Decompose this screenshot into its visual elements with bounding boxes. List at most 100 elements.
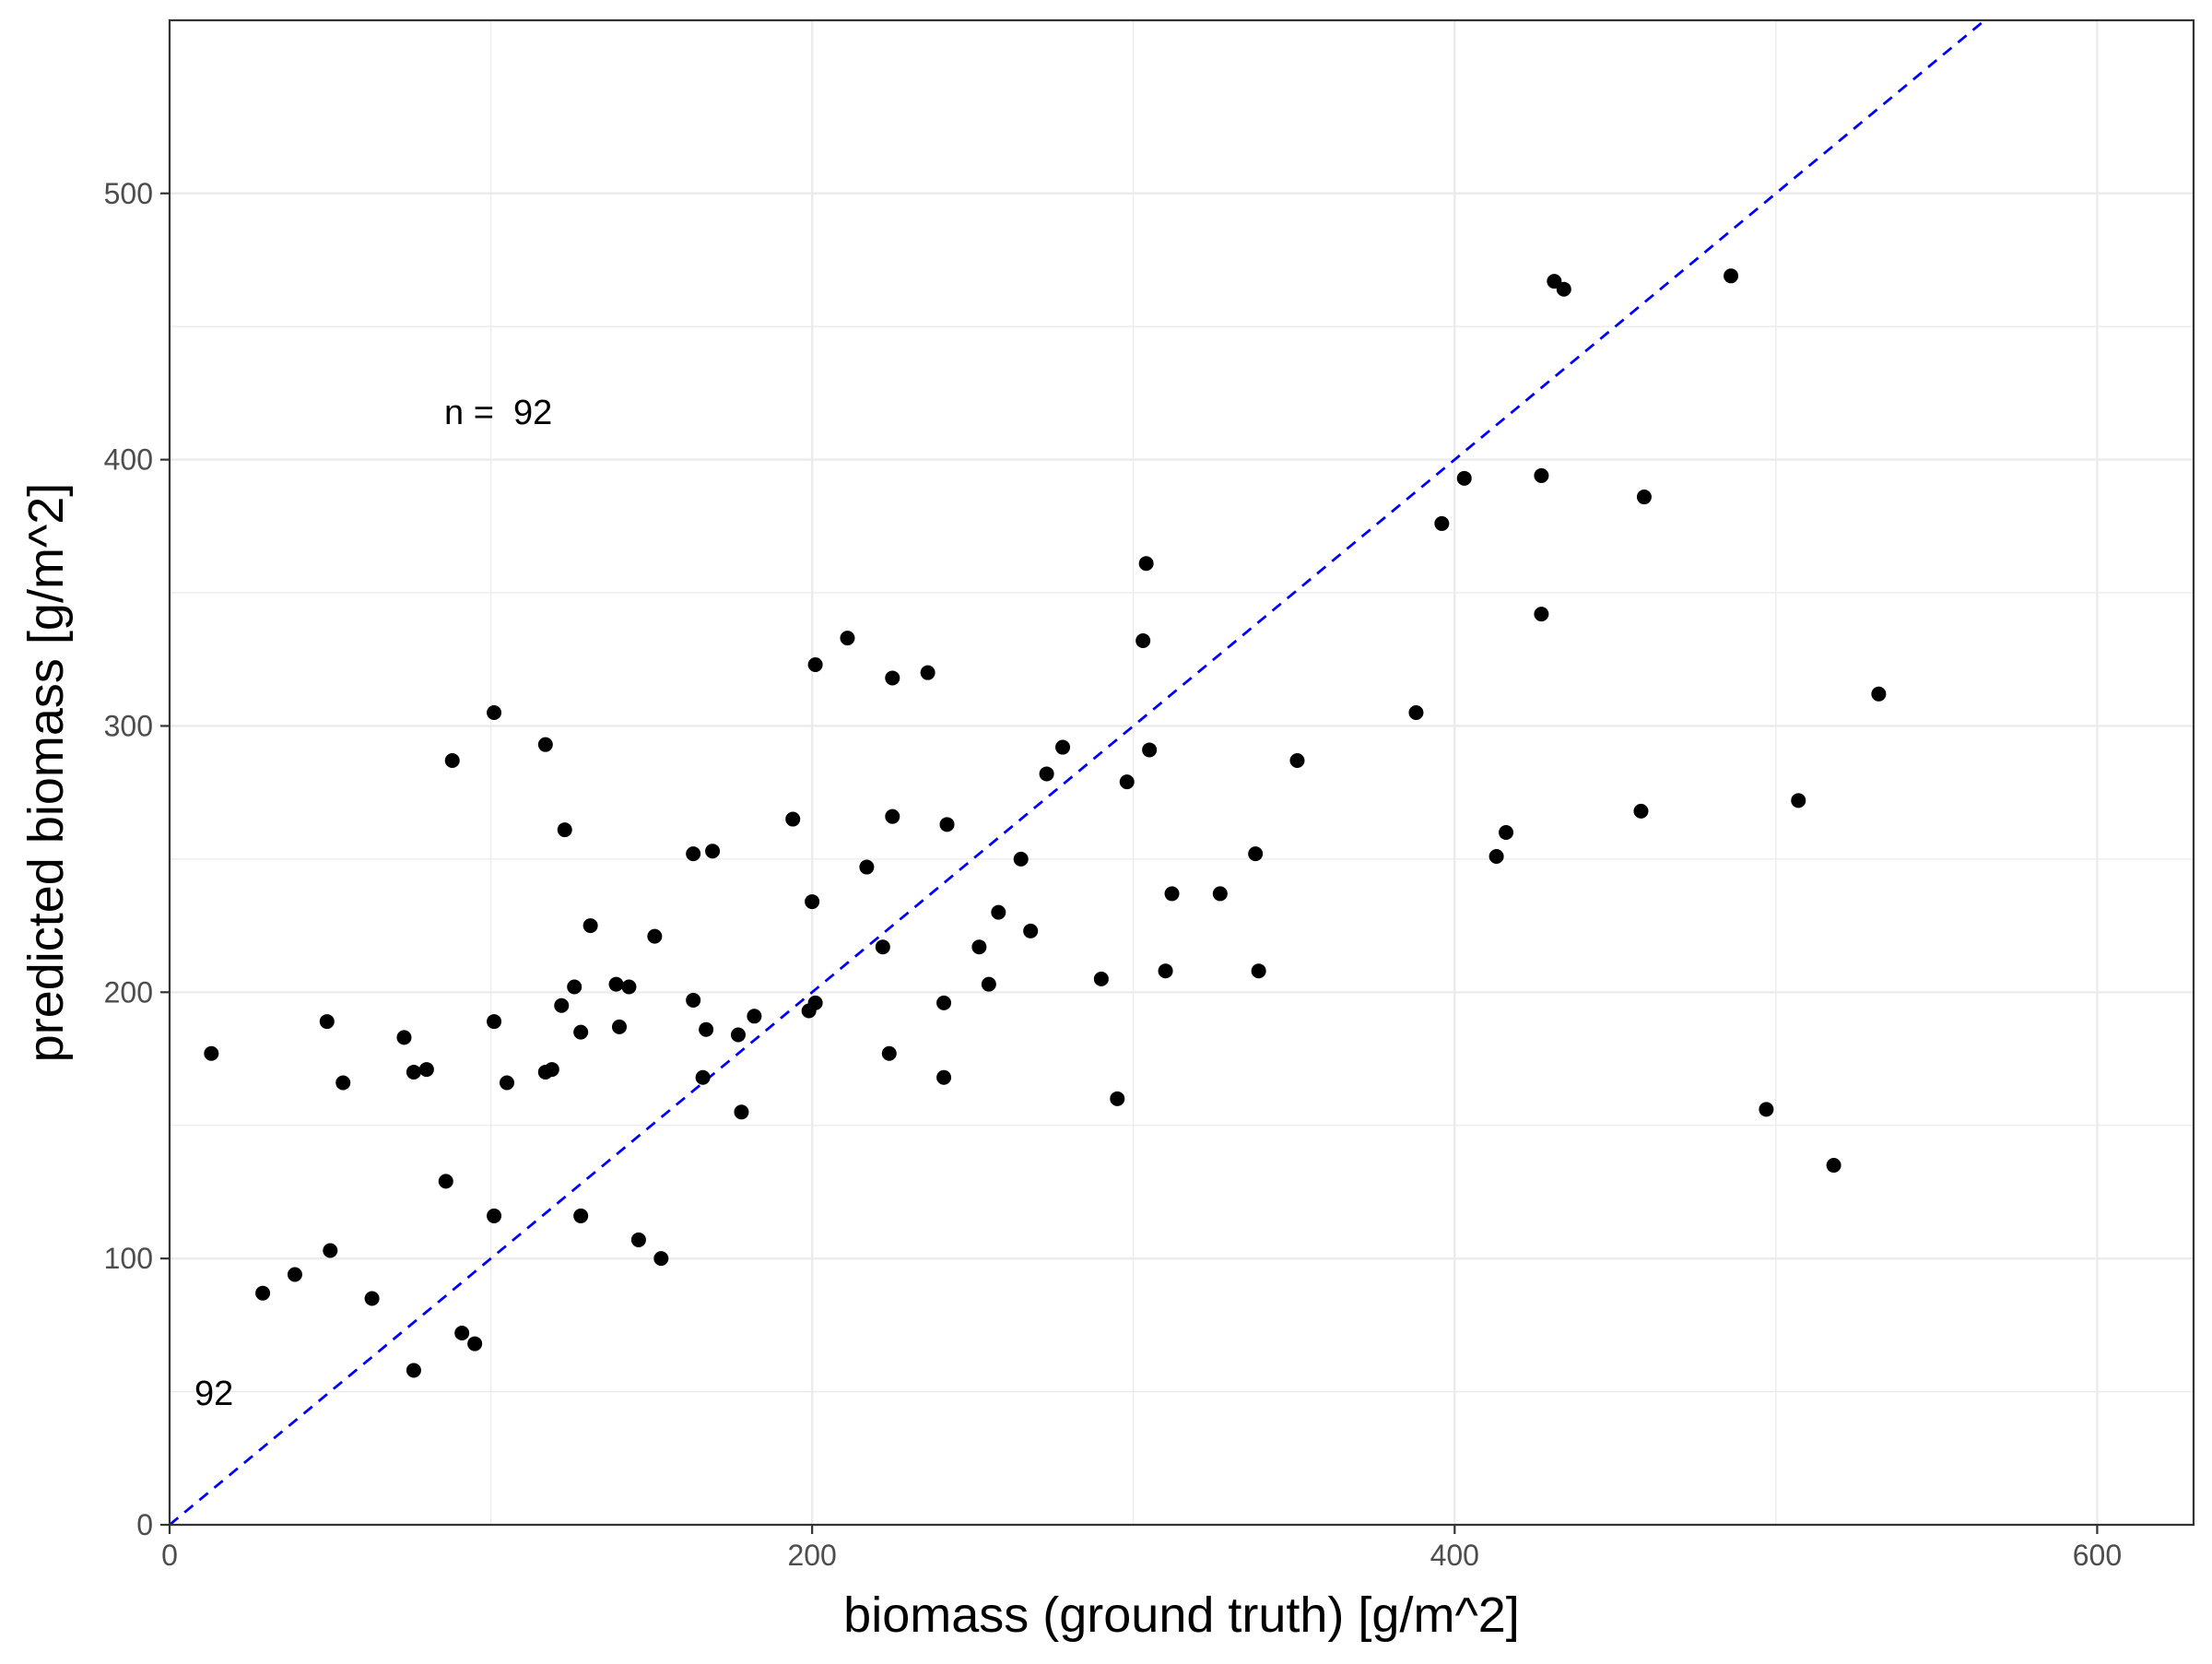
data-point — [1055, 739, 1071, 755]
data-point — [621, 979, 637, 995]
data-point — [537, 737, 553, 752]
y-tick-label: 0 — [136, 1508, 153, 1541]
data-point — [991, 904, 1006, 920]
data-point — [1724, 268, 1739, 284]
data-point — [686, 992, 701, 1008]
data-point — [255, 1285, 271, 1301]
data-point — [1093, 971, 1109, 986]
tick-labels-layer: 0 200 400 600 0 100 200 300 400 500 — [104, 177, 2123, 1572]
data-point — [1488, 848, 1504, 864]
data-point — [939, 817, 955, 832]
ticks-layer — [160, 192, 2099, 1534]
data-point — [730, 1027, 746, 1043]
data-point — [807, 657, 823, 673]
data-point — [1434, 515, 1450, 531]
data-point — [686, 846, 701, 862]
data-point — [406, 1064, 421, 1080]
data-point — [319, 1014, 335, 1030]
identity-reference-line — [169, 18, 1986, 1527]
data-point — [1119, 774, 1135, 790]
data-point — [1013, 851, 1029, 867]
y-tick-label: 400 — [104, 443, 153, 477]
data-point — [438, 1174, 453, 1189]
x-axis-title: biomass (ground truth) [g/m^2] — [843, 1587, 1520, 1643]
data-point — [1110, 1091, 1125, 1106]
data-point — [454, 1326, 470, 1341]
data-point — [1791, 793, 1806, 808]
data-point — [487, 705, 502, 721]
data-point — [323, 1243, 338, 1258]
data-point — [612, 1019, 627, 1034]
data-point — [418, 1062, 434, 1078]
data-point — [1534, 467, 1549, 483]
y-tick-label: 200 — [104, 975, 153, 1009]
data-point — [1759, 1102, 1774, 1117]
data-point — [1164, 886, 1180, 902]
x-tick-label: 600 — [2073, 1539, 2122, 1572]
data-point — [1023, 923, 1039, 938]
x-tick-label: 0 — [161, 1539, 178, 1572]
data-point — [1135, 633, 1151, 649]
data-point — [1158, 963, 1173, 979]
annotation-n-count: n = 92 — [444, 394, 552, 432]
x-tick-label: 200 — [787, 1539, 836, 1572]
y-tick-label: 100 — [104, 1242, 153, 1275]
data-point — [920, 665, 935, 680]
data-point — [647, 928, 663, 944]
data-point — [364, 1291, 380, 1306]
data-point — [1138, 556, 1154, 572]
data-point — [859, 859, 875, 875]
data-point — [573, 1208, 589, 1223]
data-point — [1871, 686, 1887, 702]
data-point — [396, 1030, 412, 1045]
data-point — [608, 976, 624, 992]
y-tick-label: 500 — [104, 177, 153, 210]
data-point — [567, 979, 582, 995]
x-tick-label: 400 — [1430, 1539, 1479, 1572]
data-point — [747, 1009, 762, 1024]
data-point — [1212, 886, 1228, 902]
data-point — [500, 1075, 514, 1091]
data-point — [1289, 753, 1305, 769]
data-point — [699, 1021, 714, 1037]
data-point — [1556, 281, 1571, 297]
data-point — [981, 976, 996, 992]
data-point — [734, 1104, 749, 1120]
data-point — [406, 1363, 421, 1378]
panel-border — [168, 18, 2195, 1527]
data-point — [695, 1069, 711, 1085]
data-point — [1826, 1158, 1841, 1174]
y-axis-title: predicted biomass [g/m^2] — [18, 483, 74, 1063]
data-point — [881, 1045, 897, 1061]
data-point — [582, 918, 598, 934]
annotation-count-corner: 92 — [194, 1375, 233, 1413]
data-point — [1248, 846, 1264, 862]
data-point — [1251, 963, 1266, 979]
data-point — [936, 1069, 952, 1085]
data-point — [1039, 766, 1054, 782]
points-layer — [204, 268, 1887, 1378]
data-point — [1499, 824, 1514, 840]
data-point — [573, 1024, 589, 1040]
data-point — [487, 1208, 502, 1223]
data-point — [1408, 705, 1424, 721]
data-point — [335, 1075, 351, 1091]
y-tick-label: 300 — [104, 709, 153, 742]
data-point — [807, 995, 823, 1010]
data-point — [1633, 803, 1649, 819]
data-point — [444, 753, 460, 769]
data-point — [1636, 490, 1652, 505]
reference-line-layer — [169, 18, 1986, 1527]
data-point — [204, 1045, 219, 1061]
data-point — [840, 631, 855, 646]
data-point — [544, 1062, 559, 1078]
data-point — [1534, 607, 1549, 622]
data-point — [885, 808, 900, 824]
data-point — [467, 1336, 483, 1351]
data-point — [487, 1014, 502, 1030]
data-point — [1142, 742, 1158, 758]
data-point — [885, 670, 900, 686]
